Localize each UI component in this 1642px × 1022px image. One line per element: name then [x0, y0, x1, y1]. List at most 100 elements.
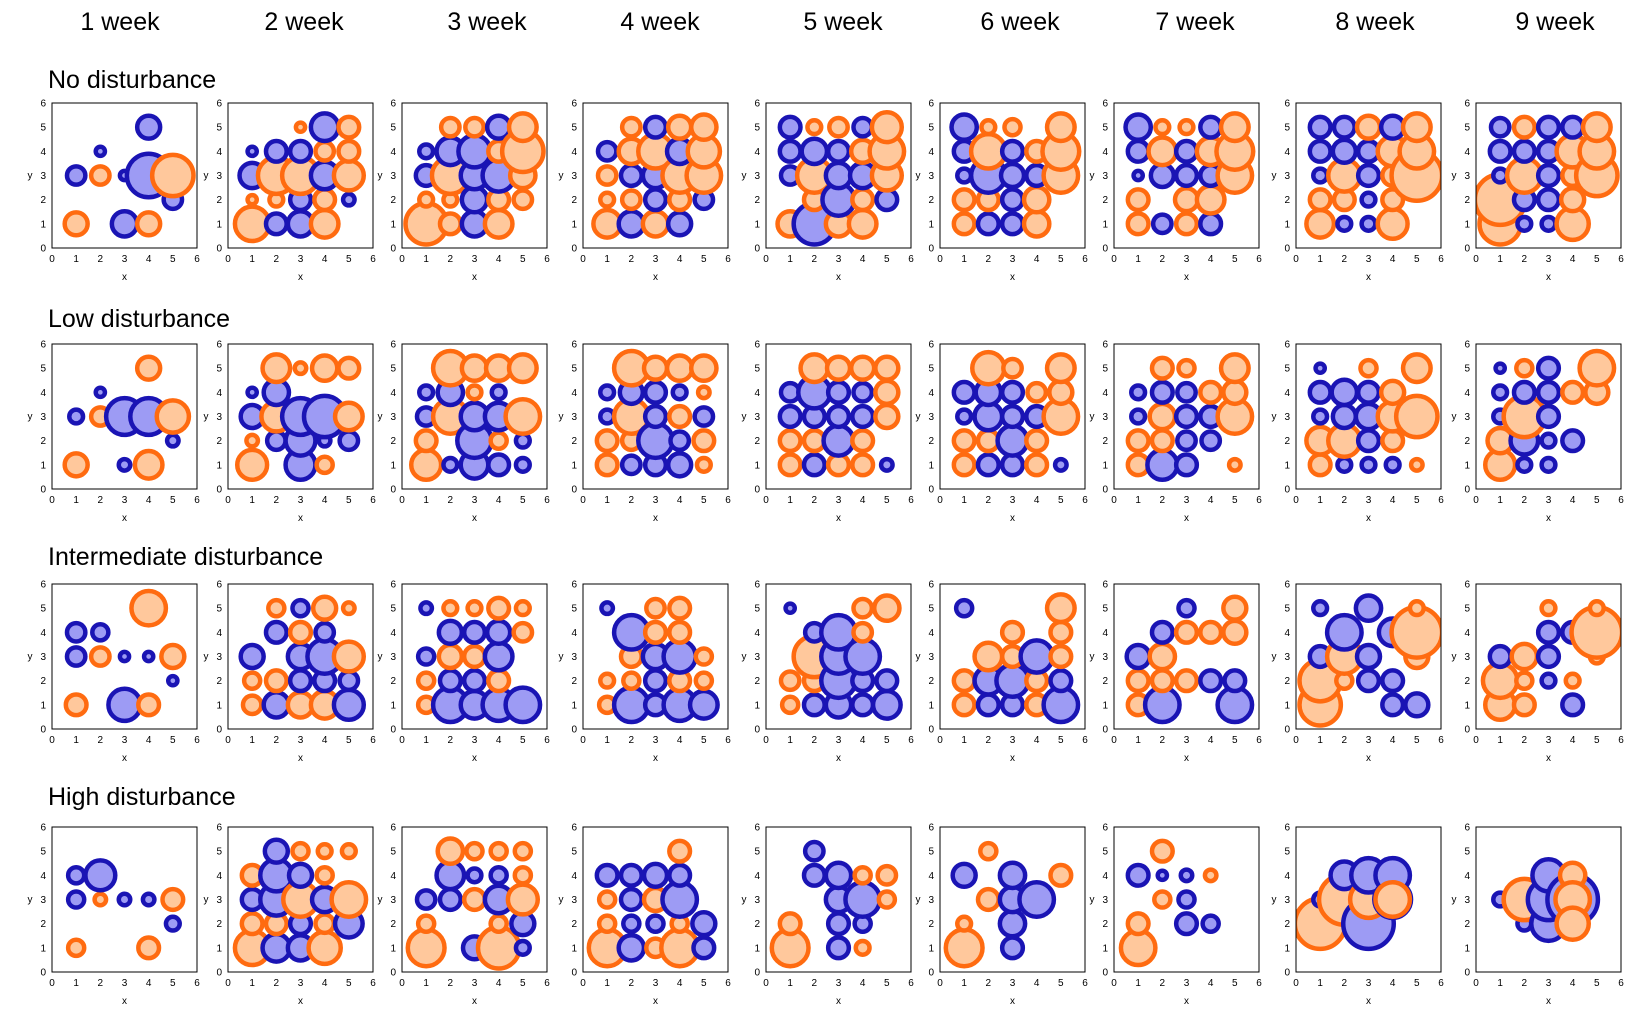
- blue-bubble: [331, 687, 367, 723]
- x-tick-label: 2: [629, 495, 635, 506]
- blue-bubble: [340, 191, 357, 208]
- y-tick-label: 5: [928, 847, 934, 858]
- blue-bubble: [116, 891, 133, 908]
- orange-bubble: [263, 668, 289, 694]
- orange-bubble: [129, 588, 169, 628]
- panel-r3-c1: 00 1 1 2 2 3 3 4 4 5 5 6 6 x y: [28, 580, 201, 765]
- panel-r1-c9: 00 1 1 2 2 3 3 4 4 5 5 6 6 x y: [1452, 99, 1625, 284]
- y-axis-label: y: [204, 412, 209, 423]
- x-tick-label: 3: [1546, 978, 1552, 989]
- x-tick-label: 1: [1135, 495, 1141, 506]
- y-tick-label: 0: [390, 485, 396, 496]
- orange-bubble: [290, 840, 311, 862]
- blue-bubble: [140, 891, 157, 908]
- y-tick-label: 1: [571, 219, 577, 230]
- orange-bubble: [1400, 111, 1433, 144]
- x-tick-label: 6: [725, 495, 731, 506]
- y-tick-label: 6: [1102, 99, 1108, 110]
- panel-r4-c4: 00 1 1 2 2 3 3 4 4 5 5 6 6 x y: [559, 823, 732, 1008]
- blue-bubble: [874, 668, 900, 694]
- y-tick-label: 4: [390, 147, 396, 158]
- row-label-no-disturbance: No disturbance: [48, 66, 217, 94]
- x-tick-label: 0: [580, 495, 586, 506]
- blue-bubble: [1330, 137, 1359, 166]
- x-tick-label: 2: [98, 254, 104, 265]
- y-axis-label: y: [1090, 171, 1095, 182]
- blue-bubble: [503, 685, 543, 725]
- y-tick-label: 2: [754, 436, 760, 447]
- orange-bubble: [1354, 113, 1383, 141]
- x-tick-label: 1: [249, 495, 255, 506]
- y-tick-label: 3: [40, 895, 46, 906]
- x-tick-label: 0: [1473, 495, 1479, 506]
- x-tick-label: 0: [399, 978, 405, 989]
- x-tick-label: 3: [836, 495, 842, 506]
- y-tick-label: 0: [754, 244, 760, 255]
- orange-bubble: [1149, 355, 1175, 381]
- y-axis-label: y: [742, 652, 747, 663]
- orange-bubble: [134, 210, 163, 238]
- blue-bubble: [1173, 452, 1200, 478]
- x-tick-label: 3: [1546, 254, 1552, 265]
- orange-bubble: [511, 620, 535, 644]
- x-tick-label: 4: [1570, 495, 1576, 506]
- blue-bubble: [619, 453, 643, 477]
- y-axis-label: y: [742, 412, 747, 423]
- blue-bubble: [878, 456, 895, 473]
- blue-bubble: [799, 136, 830, 167]
- x-tick-label: 1: [249, 735, 255, 746]
- plot-frame: [1295, 583, 1442, 730]
- y-tick-label: 4: [1464, 147, 1470, 158]
- y-tick-label: 0: [571, 968, 577, 979]
- blue-bubble: [1150, 212, 1174, 236]
- panel-bubbles: [1297, 593, 1441, 728]
- x-tick-label: 6: [1082, 254, 1088, 265]
- panel-r3-c4: 00 1 1 2 2 3 3 4 4 5 5 6 6 x y: [559, 580, 732, 765]
- x-tick-label: 2: [986, 978, 992, 989]
- blue-bubble: [1335, 455, 1354, 474]
- y-tick-label: 5: [390, 123, 396, 134]
- panel-bubbles: [594, 348, 719, 479]
- x-tick-label: 4: [496, 978, 502, 989]
- blue-bubble: [642, 187, 669, 213]
- y-axis-label: y: [28, 652, 33, 663]
- orange-bubble: [667, 619, 693, 645]
- x-axis-label: x: [653, 996, 658, 1007]
- x-tick-label: 1: [423, 735, 429, 746]
- y-tick-label: 6: [1102, 823, 1108, 834]
- blue-bubble: [1307, 114, 1333, 140]
- blue-bubble: [489, 383, 508, 402]
- orange-bubble: [777, 911, 803, 937]
- x-tick-label: 3: [653, 978, 659, 989]
- y-tick-label: 5: [571, 123, 577, 134]
- x-tick-label: 2: [448, 978, 454, 989]
- orange-bubble: [136, 692, 162, 718]
- orange-bubble: [1226, 456, 1243, 473]
- y-tick-label: 3: [754, 412, 760, 423]
- x-tick-label: 0: [49, 978, 55, 989]
- y-tick-label: 3: [1102, 652, 1108, 663]
- blue-bubble: [667, 862, 693, 888]
- y-tick-label: 1: [1464, 460, 1470, 471]
- x-tick-label: 3: [472, 978, 478, 989]
- x-tick-label: 2: [1342, 978, 1348, 989]
- blue-bubble: [692, 405, 716, 428]
- y-tick-label: 5: [1464, 123, 1470, 134]
- y-tick-label: 3: [571, 652, 577, 663]
- x-tick-label: 2: [1160, 978, 1166, 989]
- y-tick-label: 2: [1102, 195, 1108, 206]
- blue-bubble: [1359, 214, 1378, 233]
- y-tick-label: 1: [571, 943, 577, 954]
- blue-bubble: [823, 860, 854, 891]
- week-label-3: 3 week: [447, 8, 527, 36]
- y-tick-label: 6: [40, 99, 46, 110]
- x-tick-label: 3: [653, 254, 659, 265]
- blue-bubble: [1515, 455, 1534, 474]
- x-tick-label: 3: [122, 735, 128, 746]
- orange-bubble: [149, 152, 196, 199]
- orange-bubble: [1218, 352, 1251, 385]
- x-tick-label: 2: [1160, 495, 1166, 506]
- y-tick-label: 6: [1464, 580, 1470, 591]
- x-axis-label: x: [122, 996, 127, 1007]
- x-tick-label: 5: [346, 735, 352, 746]
